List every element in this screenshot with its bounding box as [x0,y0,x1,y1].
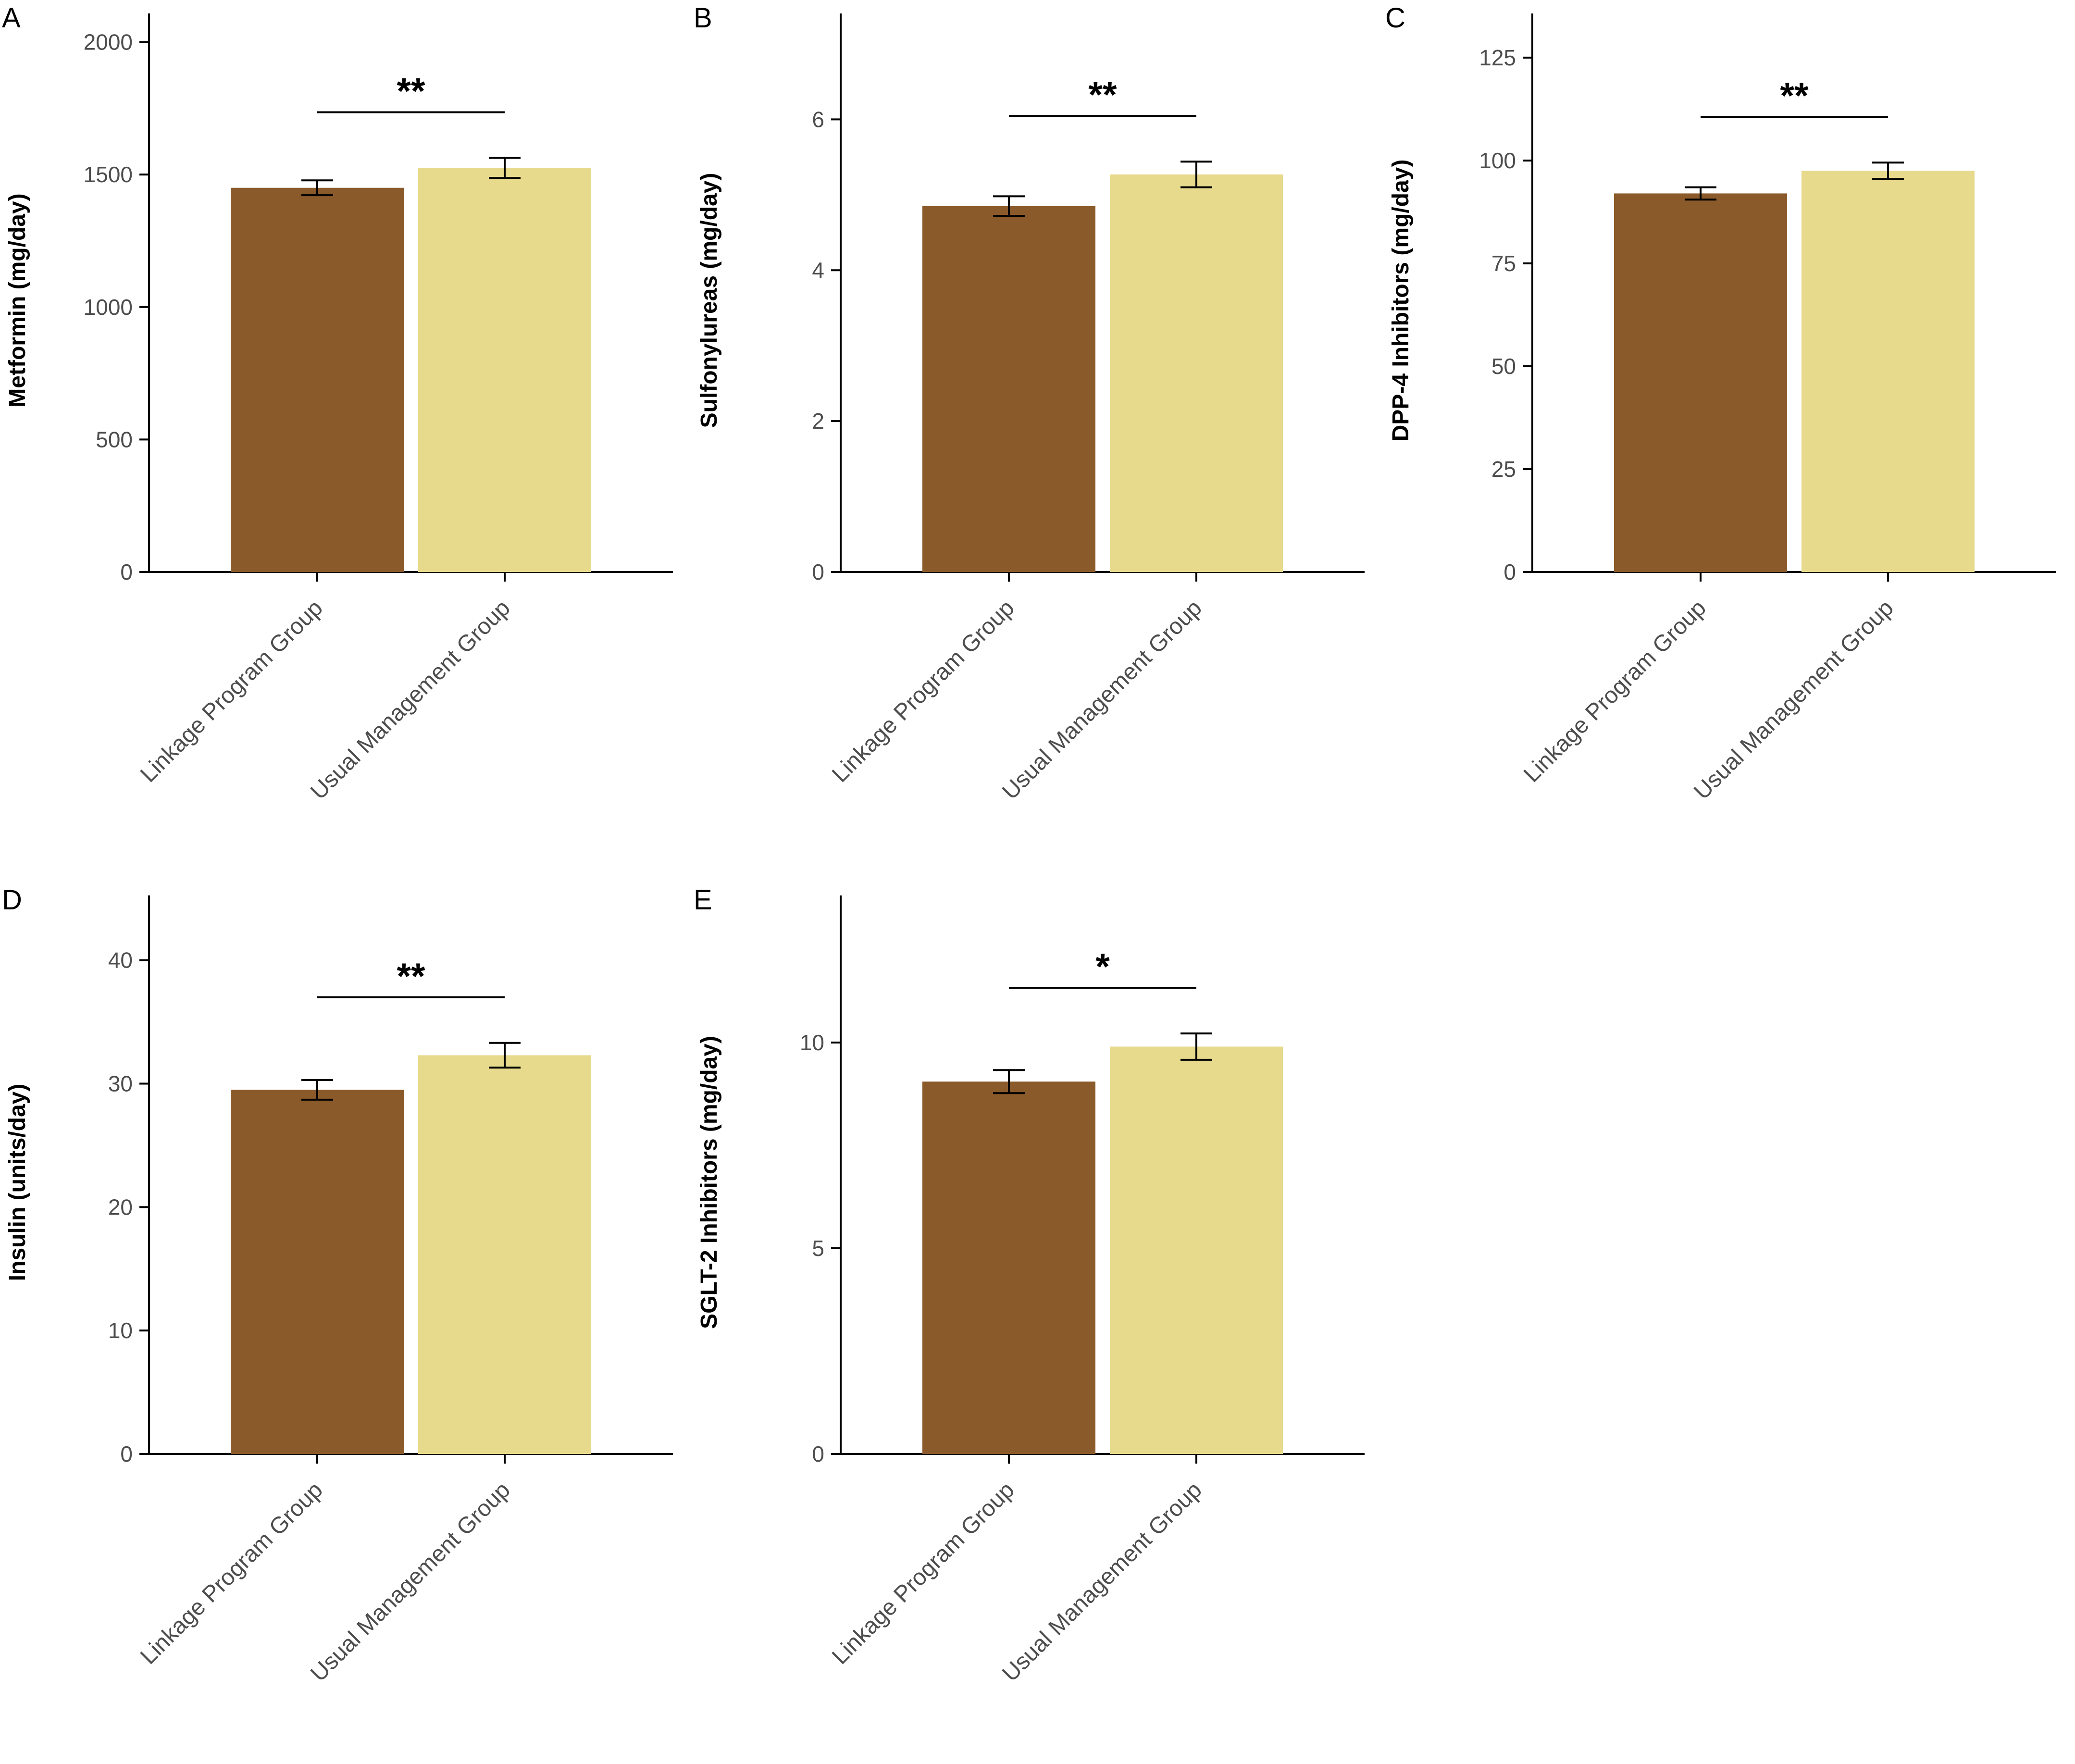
bar-1 [1802,171,1975,572]
y-tick-label: 30 [108,1071,133,1096]
y-tick-label: 4 [812,258,824,283]
error-bar-1 [489,1042,521,1069]
panel-d: D 0 10 20 30 40 Insulin (units/day) Linkage Pr… [0,882,692,1764]
y-tick-label: 500 [96,427,133,452]
significance-stars: ** [397,956,425,997]
y-tick-label: 0 [1503,559,1516,584]
axes: 0 500 1000 1500 2000 [84,13,673,584]
y-axis-title: Insulin (units/day) [5,1084,30,1281]
chart-panel-c-dpp4-inhibitors: 0 25 50 75 100 125 DPP-4 Inhibitors (mg/day) Li… [1388,13,2056,805]
error-bar-0 [301,179,333,197]
chart-panel-e-sglt2-inhibitors: 0 5 10 SGLT-2 Inhibitors (mg/day) Linkage Pr… [696,895,1365,1687]
x-category-label: Usual Management Group [1689,595,1899,805]
error-bar-0 [301,1079,333,1101]
error-bar-1 [1872,161,1904,180]
y-tick-label: 2000 [84,30,133,55]
x-category-label: Usual Management Group [306,595,515,805]
error-bar-0 [993,195,1025,217]
panel-e: E 0 5 10 SGLT-2 Inhibitors (mg/day) Linkage … [692,882,1383,1764]
y-tick-label: 100 [1479,148,1516,173]
y-axis-title: SGLT-2 Inhibitors (mg/day) [696,1036,722,1329]
y-tick-label: 20 [108,1194,133,1219]
panel-label-d: D [2,884,22,916]
y-tick-label: 2 [812,409,824,434]
bar-0 [231,1090,404,1454]
x-category-label: Linkage Program Group [827,1477,1019,1669]
y-tick-label: 0 [120,559,133,584]
chart-panel-a-metformin: 0 500 1000 1500 2000 Metformin (mg/day) Linkag… [5,13,673,805]
error-bar-0 [993,1069,1025,1094]
panel-label-c: C [1385,2,1405,34]
x-category-label: Linkage Program Group [136,595,328,787]
panel-b: B 0 2 4 6 Sulfonylureas (mg/day) Linkage Prog… [692,0,1383,882]
bar-0 [231,187,404,572]
x-category-label: Linkage Program Group [827,595,1019,787]
error-bar-1 [1180,161,1212,188]
significance-stars: ** [397,71,425,112]
x-category-label: Usual Management Group [306,1477,515,1687]
y-axis-title: DPP-4 Inhibitors (mg/day) [1388,160,1414,442]
x-category-label: Linkage Program Group [136,1477,328,1669]
y-tick-label: 1500 [84,162,133,187]
panel-label-b: B [694,2,712,34]
y-tick-label: 125 [1479,45,1516,70]
y-tick-label: 1000 [84,295,133,320]
figure-row-bottom: D 0 10 20 30 40 Insulin (units/day) Linkage Pr… [0,882,2075,1764]
x-category-label: Linkage Program Group [1519,595,1711,787]
bar-1 [1110,174,1283,572]
figure-row-top: A 0 500 1000 1500 2000 Metformin (mg/day) Link… [0,0,2075,882]
chart-panel-d-insulin: 0 10 20 30 40 Insulin (units/day) Linkage Prog… [5,895,673,1687]
panel-label-e: E [694,884,712,916]
y-tick-label: 5 [812,1236,824,1261]
panel-label-a: A [2,2,21,34]
y-tick-label: 25 [1491,457,1516,482]
bar-0 [1614,193,1787,572]
panel-a: A 0 500 1000 1500 2000 Metformin (mg/day) Link… [0,0,692,882]
x-category-label: Usual Management Group [997,595,1207,805]
y-axis-title: Metformin (mg/day) [5,193,30,407]
bar-0 [922,206,1095,572]
y-tick-label: 40 [108,948,133,973]
y-tick-label: 10 [108,1318,133,1343]
error-bar-0 [1685,186,1716,201]
bar-0 [922,1081,1095,1454]
significance-stars: ** [1780,75,1809,116]
significance-stars: * [1095,946,1110,987]
y-tick-label: 10 [800,1030,824,1055]
y-tick-label: 50 [1491,354,1516,379]
error-bar-1 [489,157,521,179]
y-tick-label: 75 [1491,251,1516,276]
bar-1 [418,168,591,572]
error-bar-1 [1180,1032,1212,1061]
y-tick-label: 0 [120,1441,133,1466]
chart-panel-b-sulfonylureas: 0 2 4 6 Sulfonylureas (mg/day) Linkage Progra… [696,13,1365,805]
y-tick-label: 6 [812,107,824,132]
bar-1 [418,1055,591,1454]
panel-c: C 0 25 50 75 100 125 DPP-4 Inhibitors (mg/day)… [1383,0,2075,882]
x-category-label: Usual Management Group [997,1477,1207,1687]
y-tick-label: 0 [812,1441,824,1466]
y-axis-title: Sulfonylureas (mg/day) [696,173,722,428]
significance-stars: ** [1088,75,1117,115]
y-tick-label: 0 [812,559,824,584]
bar-1 [1110,1046,1283,1454]
